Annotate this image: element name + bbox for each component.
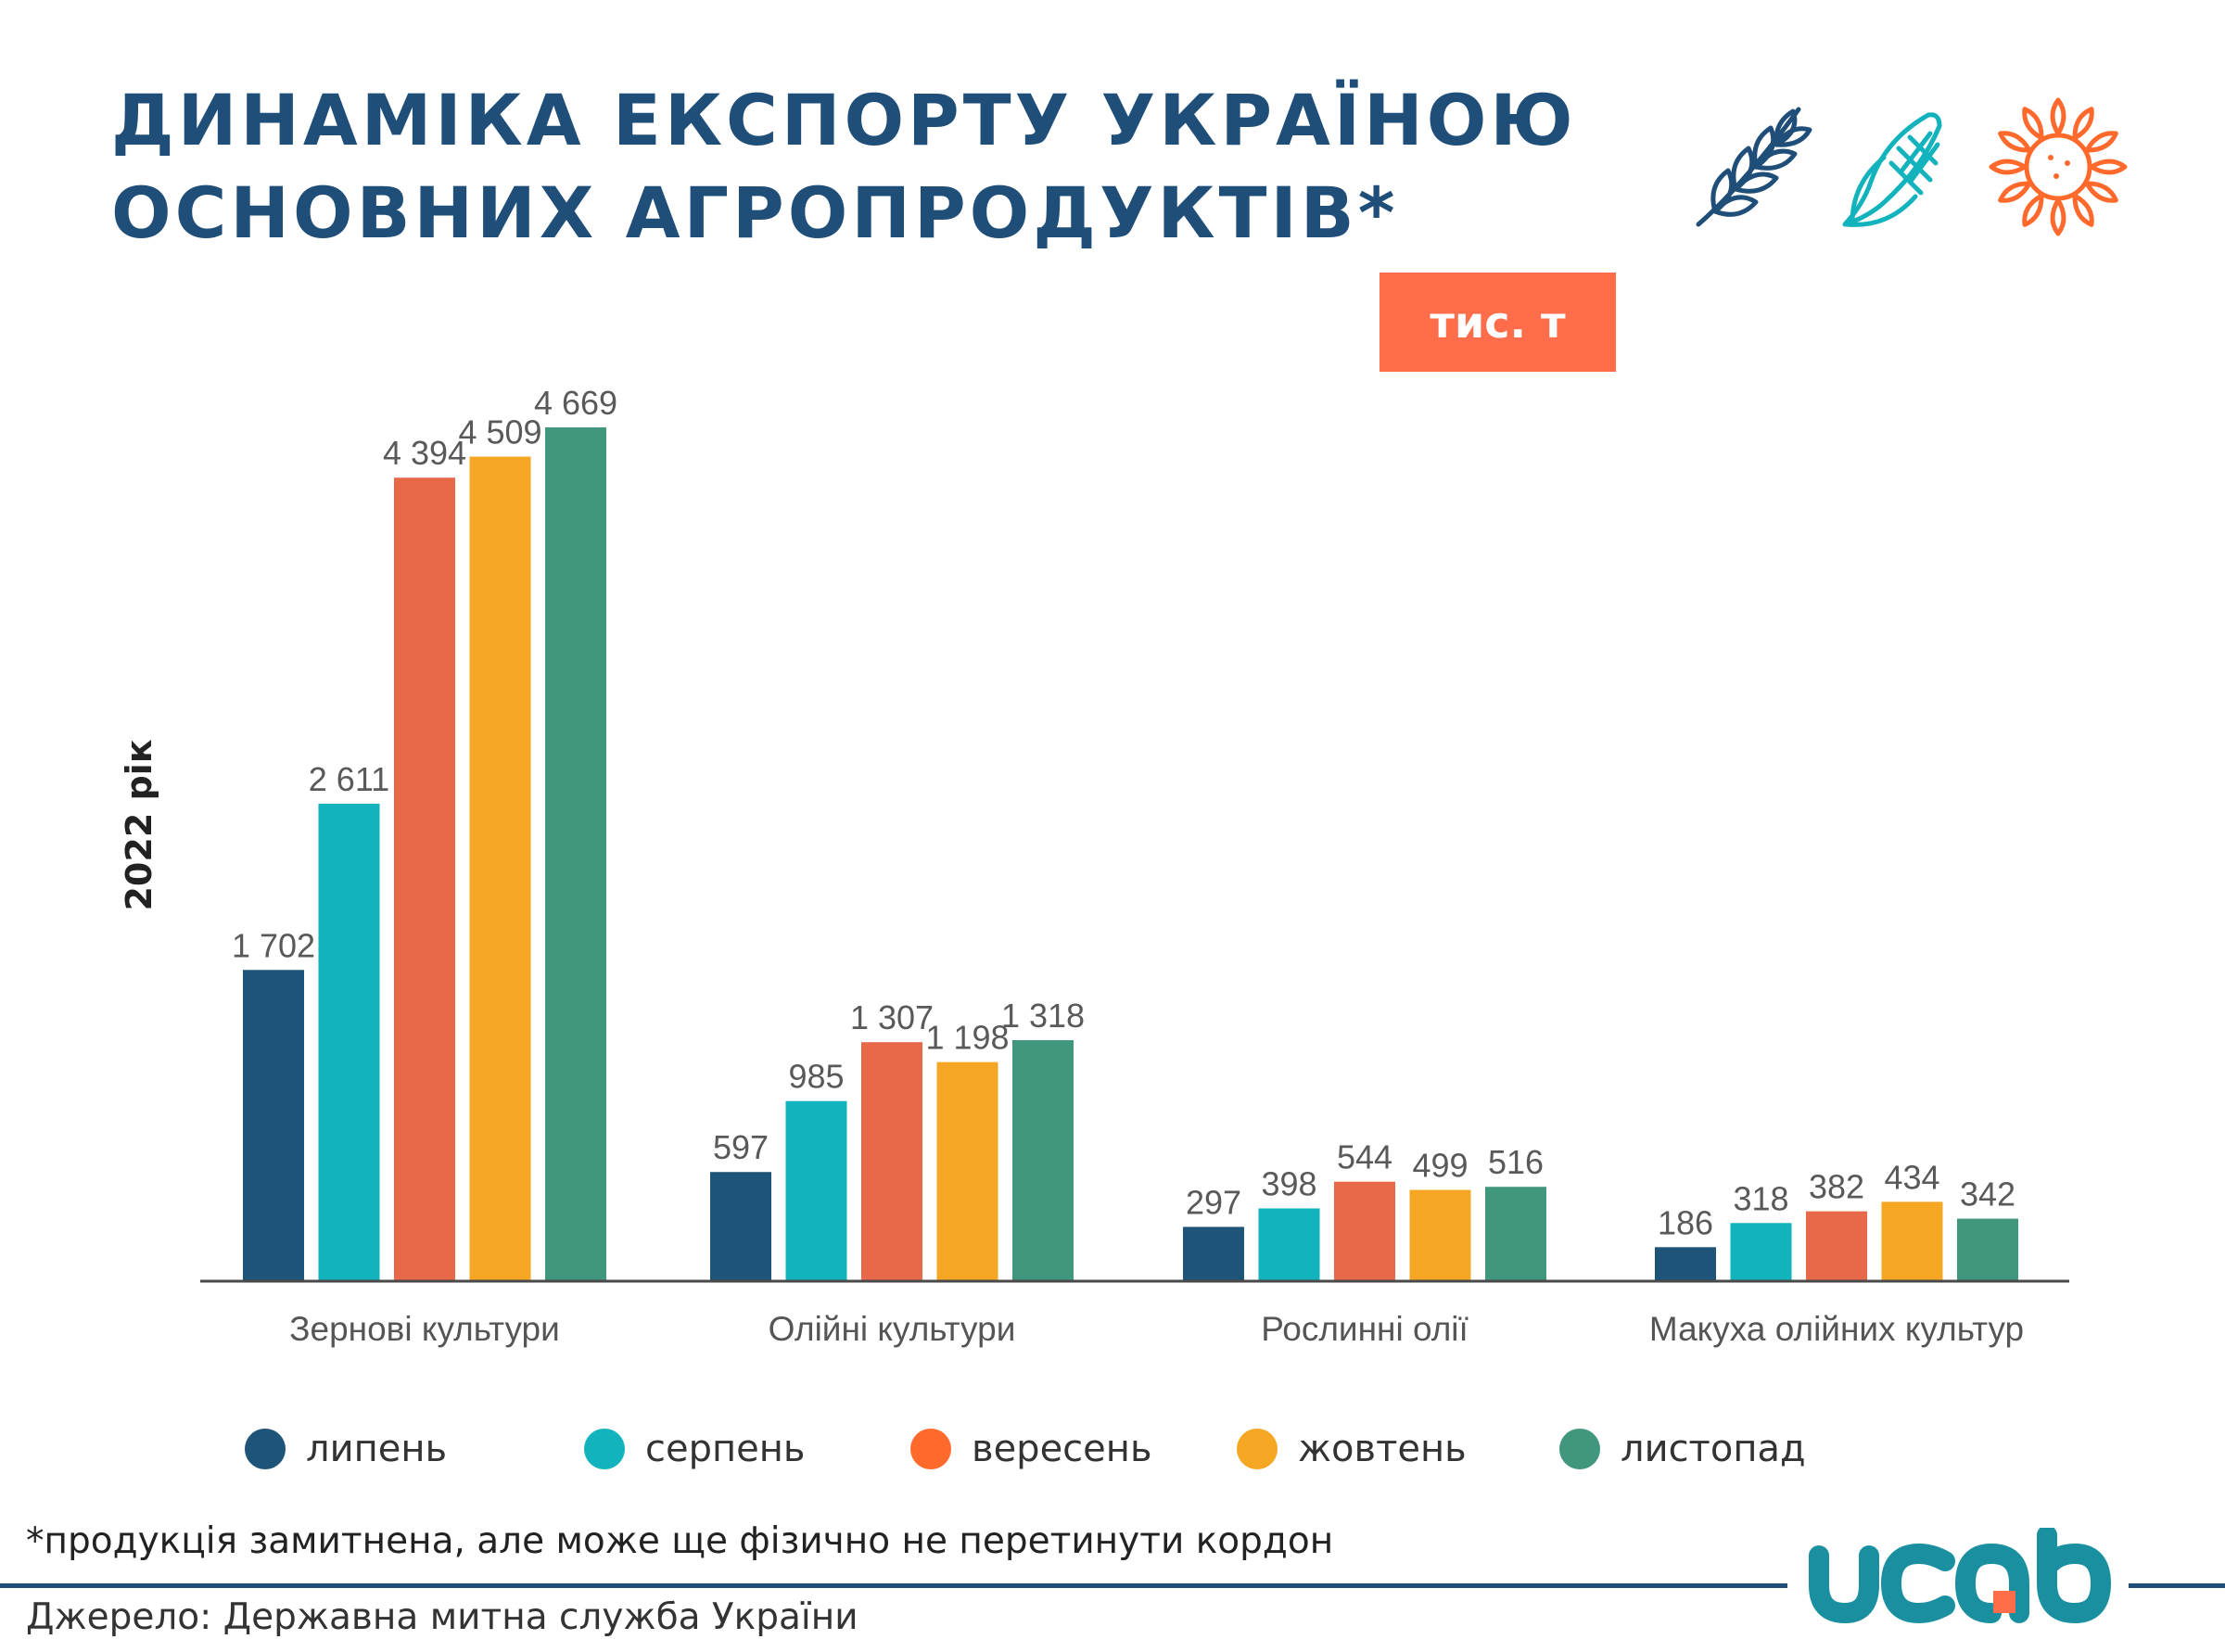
- value-label-november-1: 4 669: [534, 384, 617, 422]
- value-label-july-4: 186: [1658, 1203, 1713, 1241]
- value-label-november-4: 342: [1960, 1175, 2015, 1214]
- title-line-1: ДИНАМІКА ЕКСПОРТУ УКРАЇНОЮ: [111, 79, 1577, 161]
- value-label-july-1: 1 702: [232, 926, 315, 964]
- value-label-july-3: 297: [1186, 1183, 1241, 1221]
- bar-august-3: [1258, 1208, 1320, 1281]
- value-label-august-1: 2 611: [309, 760, 389, 798]
- bar-october-2: [936, 1061, 998, 1281]
- footer-divider-left: [0, 1583, 1787, 1588]
- source-note: Джерело: Державна митна служба України: [26, 1596, 858, 1638]
- category-label-4: Макуха олійних культур: [1649, 1310, 2024, 1348]
- legend-swatch-july: [245, 1429, 286, 1469]
- unit-badge: тис. т: [1380, 273, 1616, 372]
- legend-swatch-november: [1559, 1429, 1600, 1469]
- legend-label-august: серпень: [645, 1428, 806, 1470]
- legend-label-october: жовтень: [1298, 1428, 1467, 1470]
- legend-item-october: жовтень: [1237, 1428, 1467, 1470]
- value-label-august-3: 398: [1261, 1164, 1316, 1202]
- bar-july-1: [243, 970, 304, 1281]
- bar-july-3: [1183, 1226, 1244, 1281]
- bar-august-2: [785, 1100, 847, 1281]
- bar-november-2: [1012, 1040, 1074, 1281]
- value-label-october-1: 4 509: [458, 413, 541, 451]
- value-label-october-3: 499: [1412, 1147, 1468, 1185]
- value-label-september-1: 4 394: [383, 434, 466, 472]
- category-label-2: Олійні культури: [769, 1310, 1016, 1348]
- legend-item-august: серпень: [584, 1428, 805, 1470]
- page-title: ДИНАМІКА ЕКСПОРТУ УКРАЇНОЮ ОСНОВНИХ АГРО…: [111, 74, 1577, 260]
- sunflower-icon: [1989, 97, 2128, 236]
- value-label-november-2: 1 318: [1001, 997, 1085, 1035]
- bar-july-2: [710, 1172, 771, 1281]
- bar-october-1: [469, 456, 531, 1281]
- bar-october-3: [1409, 1189, 1471, 1281]
- bar-august-1: [318, 803, 380, 1281]
- crop-icons: [1696, 97, 2128, 236]
- value-label-october-2: 1 198: [925, 1019, 1009, 1057]
- legend-label-july: липень: [306, 1428, 448, 1470]
- value-label-september-2: 1 307: [850, 998, 934, 1036]
- ucab-logo: [1809, 1528, 2111, 1623]
- legend-swatch-august: [584, 1429, 625, 1469]
- bar-september-1: [394, 477, 455, 1281]
- category-label-3: Рослинні олії: [1261, 1310, 1468, 1348]
- category-label-1: Зернові культури: [289, 1310, 560, 1348]
- legend-swatch-october: [1237, 1429, 1278, 1469]
- value-label-august-2: 985: [788, 1058, 844, 1096]
- bar-november-4: [1957, 1218, 2018, 1281]
- legend-label-november: листопад: [1621, 1428, 1806, 1470]
- value-label-september-4: 382: [1809, 1168, 1864, 1206]
- bar-november-1: [545, 427, 606, 1281]
- legend-item-september: вересень: [910, 1428, 1152, 1470]
- bar-august-4: [1730, 1223, 1792, 1281]
- corn-icon: [1842, 112, 1942, 227]
- legend-swatch-september: [910, 1429, 951, 1469]
- legend-label-september: вересень: [972, 1428, 1152, 1470]
- legend-item-november: листопад: [1559, 1428, 1806, 1470]
- value-label-november-3: 516: [1488, 1143, 1544, 1181]
- value-label-july-2: 597: [713, 1128, 769, 1166]
- bar-september-4: [1806, 1211, 1867, 1281]
- bar-september-3: [1334, 1181, 1395, 1281]
- wheat-icon: [1696, 107, 1812, 227]
- bar-november-3: [1485, 1187, 1546, 1281]
- footnote: *продукція замитнена, але може ще фізичн…: [26, 1520, 1334, 1562]
- value-label-october-4: 434: [1884, 1158, 1939, 1196]
- bar-september-2: [861, 1042, 922, 1281]
- footer-divider-right: [2129, 1583, 2225, 1588]
- legend: липень серпень вересень жовтень листопад: [245, 1428, 1876, 1483]
- value-label-august-4: 318: [1733, 1179, 1788, 1217]
- legend-item-july: липень: [245, 1428, 447, 1470]
- bar-july-4: [1655, 1247, 1716, 1281]
- title-line-2: ОСНОВНИХ АГРОПРОДУКТІВ*: [111, 172, 1399, 254]
- bar-october-4: [1881, 1201, 1943, 1281]
- value-label-september-3: 544: [1337, 1138, 1392, 1176]
